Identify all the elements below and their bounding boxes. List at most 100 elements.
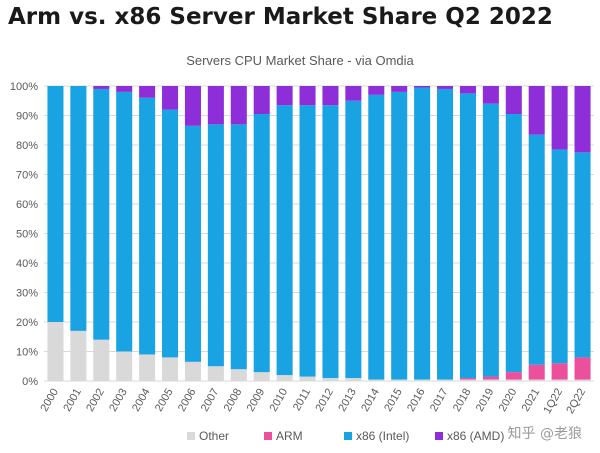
y-tick-label: 70% <box>16 170 38 182</box>
bar-segment-other <box>437 379 454 381</box>
bar-segment-arm <box>482 376 499 380</box>
bar-segment-intel <box>528 134 545 365</box>
bar-segment-other <box>528 379 545 381</box>
x-tick-label: 2011 <box>291 387 313 413</box>
bar-segment-amd <box>482 86 499 104</box>
legend: Other ARM x86 (Intel) x86 (AMD) <box>187 429 504 443</box>
x-tick-label: 2015 <box>382 387 405 414</box>
y-tick-label: 40% <box>16 258 38 270</box>
x-tick-label: 2006 <box>176 387 199 414</box>
bar-segment-other <box>162 357 179 381</box>
bar-segment-amd <box>276 86 293 106</box>
bar-segment-other <box>276 375 293 381</box>
y-tick-label: 50% <box>16 229 38 241</box>
bar-segment-intel <box>230 124 247 370</box>
x-tick-label: 2019 <box>474 387 497 414</box>
y-tick-label: 0% <box>22 376 38 388</box>
headline: Arm vs. x86 Server Market Share Q2 2022 <box>8 4 553 30</box>
bar-segment-other <box>116 351 133 381</box>
bar-segment-other <box>70 330 87 381</box>
bar-segment-other <box>47 322 64 381</box>
bar-segment-intel <box>322 105 339 379</box>
bar-segment-amd <box>116 86 133 92</box>
y-tick-label: 100% <box>10 81 38 93</box>
legend-label-intel: x86 (Intel) <box>356 429 409 443</box>
y-tick-label: 60% <box>16 199 38 211</box>
bar-segment-intel <box>162 109 179 358</box>
x-tick-label: 2003 <box>107 387 130 414</box>
bar-segment-other <box>139 354 156 381</box>
bar-segment-amd <box>139 86 156 98</box>
bar-segment-amd <box>437 86 454 89</box>
bar-segment-amd <box>391 86 408 92</box>
bar-segment-intel <box>551 149 568 364</box>
bar-segment-intel <box>345 100 362 379</box>
bar-segment-amd <box>368 86 385 95</box>
bar-segment-amd <box>574 86 591 153</box>
bar-segment-amd <box>184 86 201 126</box>
bar-segment-intel <box>459 93 476 379</box>
bar-segment-amd <box>253 86 270 115</box>
legend-item-intel: x86 (Intel) <box>344 429 409 443</box>
bar-segment-amd <box>345 86 362 101</box>
bar-segment-other <box>299 376 316 381</box>
watermark: 知乎 @老狼 <box>507 426 582 442</box>
y-axis: 0% 10% 20% 30% 40% 50% 60% 70% 80% 90% 100% <box>10 81 38 388</box>
bar-segment-other <box>505 379 522 381</box>
bar-segment-other <box>230 369 247 381</box>
legend-item-arm: ARM <box>264 429 303 443</box>
legend-label-other: Other <box>199 429 229 443</box>
bar-segment-intel <box>505 114 522 373</box>
x-tick-label: 2007 <box>199 387 222 414</box>
bar-segment-amd <box>230 86 247 125</box>
bar-segment-amd <box>551 86 568 150</box>
bar-segment-arm <box>528 364 545 380</box>
x-tick-label: 2017 <box>428 387 451 414</box>
y-tick-label: 90% <box>16 111 38 123</box>
x-tick-label: 2018 <box>451 387 474 414</box>
x-tick-label: 2016 <box>405 387 428 414</box>
legend-swatch-intel <box>344 432 352 440</box>
bar-segment-intel <box>368 94 385 380</box>
bar-segment-other <box>345 378 362 381</box>
x-tick-label: 2001 <box>61 387 84 414</box>
legend-label-amd: x86 (AMD) <box>447 429 504 443</box>
x-tick-label: 2005 <box>153 387 176 414</box>
x-tick-label: 2000 <box>38 387 61 414</box>
y-tick-label: 10% <box>16 347 38 359</box>
legend-label-arm: ARM <box>276 429 303 443</box>
bar-segment-other <box>322 378 339 381</box>
legend-item-amd: x86 (AMD) <box>435 429 504 443</box>
bar-segment-intel <box>47 86 64 322</box>
bar-segment-arm <box>551 363 568 380</box>
bar-segment-amd <box>162 86 179 110</box>
bar-segment-arm <box>574 357 591 380</box>
legend-swatch-arm <box>264 432 272 440</box>
x-tick-label: 2012 <box>313 387 336 414</box>
bar-segment-amd <box>322 86 339 106</box>
bar-segment-intel <box>574 152 591 358</box>
x-axis: 2000 2001 2002 2003 2004 2005 2006 2007 2008 2009… <box>38 387 588 416</box>
legend-swatch-other <box>187 432 195 440</box>
bar-segment-amd <box>505 86 522 115</box>
y-tick-label: 20% <box>16 317 38 329</box>
bar-segment-intel <box>276 105 293 376</box>
x-tick-label: 2021 <box>520 387 543 414</box>
bar-segment-intel <box>70 86 87 331</box>
bar-segment-arm <box>505 372 522 380</box>
x-tick-label: 2010 <box>268 387 291 414</box>
bar-segment-intel <box>139 97 156 355</box>
bar-segment-arm <box>459 378 476 380</box>
bar-segment-intel <box>184 125 201 362</box>
gridlines <box>44 85 594 382</box>
y-tick-label: 30% <box>16 288 38 300</box>
x-tick-label: 2004 <box>130 387 153 414</box>
bar-segment-amd <box>299 86 316 106</box>
bar-segment-intel <box>207 124 224 367</box>
bar-segment-other <box>574 379 591 381</box>
x-tick-label: 2009 <box>245 387 268 414</box>
bar-segment-intel <box>116 91 133 352</box>
bar-segment-other <box>414 379 431 381</box>
bar-segment-amd <box>207 86 224 125</box>
